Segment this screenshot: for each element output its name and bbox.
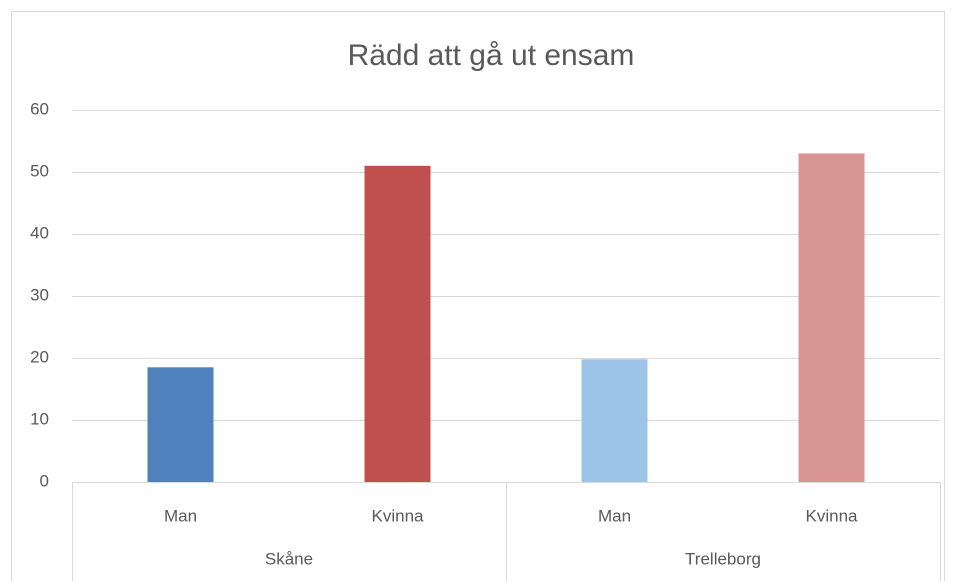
y-tick-label: 10 [30, 409, 49, 428]
y-tick-label: 30 [30, 285, 49, 304]
y-tick-label: 20 [30, 347, 49, 366]
group-label: Trelleborg [685, 549, 761, 568]
bar [581, 359, 648, 482]
bar [147, 367, 214, 482]
x-tick-label: Man [164, 506, 197, 525]
y-tick-label: 0 [40, 471, 49, 490]
y-tick-label: 40 [30, 223, 49, 242]
bar [364, 165, 431, 483]
group-label: Skåne [265, 549, 313, 568]
chart-title: Rädd att gå ut ensam [348, 39, 635, 72]
x-tick-label: Kvinna [372, 506, 425, 525]
y-tick-label: 60 [30, 99, 49, 118]
x-tick-label: Man [598, 506, 631, 525]
y-tick-label: 50 [30, 161, 49, 180]
bar [798, 153, 865, 482]
x-tick-label: Kvinna [806, 506, 859, 525]
